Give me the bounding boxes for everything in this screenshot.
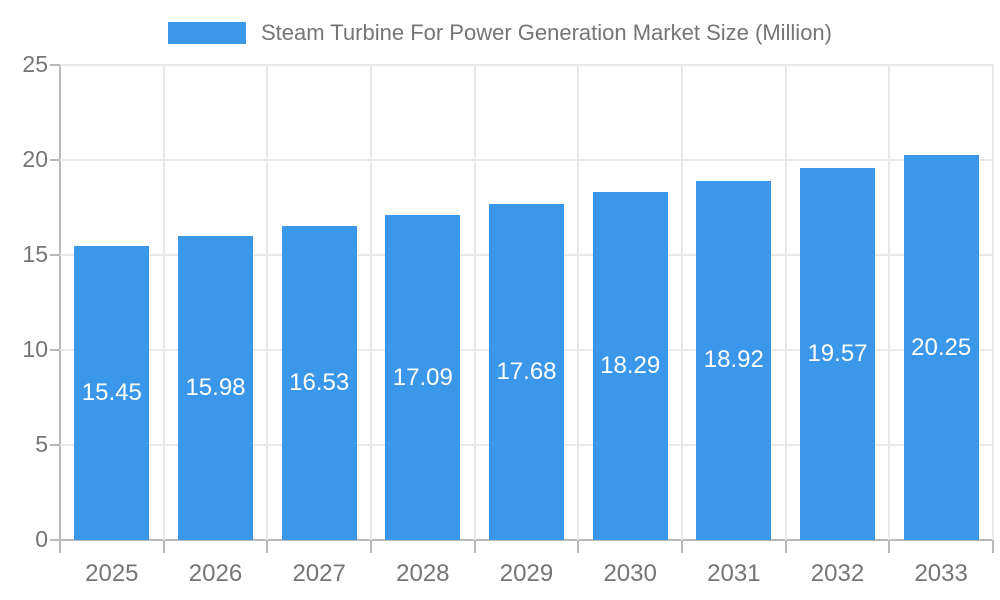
y-axis-line	[59, 65, 61, 540]
legend[interactable]: Steam Turbine For Power Generation Marke…	[0, 14, 1000, 52]
x-tick-3	[370, 540, 372, 553]
x-axis-label-2033: 2033	[914, 560, 968, 587]
gridline-y-25	[60, 64, 993, 66]
x-axis-label-2031: 2031	[707, 560, 761, 587]
x-axis-label-2030: 2030	[603, 560, 657, 587]
x-axis-label-2025: 2025	[85, 560, 139, 587]
chart-title: Steam Turbine For Power Generation Marke…	[261, 20, 832, 45]
gridline-x-3	[370, 65, 372, 540]
y-tick-5	[50, 444, 60, 446]
y-tick-25	[50, 64, 60, 66]
bar-2033[interactable]	[903, 155, 979, 540]
bar-2030[interactable]	[592, 192, 668, 540]
plot-area: 15.45 15.98 16.53 17.09 17.68 18.29 18.92 19.57…	[60, 64, 994, 540]
y-tick-10	[50, 349, 60, 351]
gridline-x-9	[992, 65, 994, 540]
gridline-x-8	[888, 65, 891, 540]
gridline-x-6	[681, 65, 683, 540]
x-tick-6	[681, 540, 683, 553]
bar-2029[interactable]	[489, 204, 564, 540]
x-tick-1	[162, 540, 165, 553]
gridline-x-4	[473, 65, 476, 540]
x-tick-2	[266, 540, 269, 553]
x-tick-5	[577, 540, 580, 553]
x-axis-line	[50, 539, 993, 541]
bar-2028[interactable]	[385, 215, 461, 540]
y-tick-0	[50, 539, 60, 541]
x-tick-7	[784, 540, 787, 553]
x-axis-label-2029: 2029	[499, 560, 554, 587]
gridline-x-7	[784, 65, 787, 540]
gridline-x-2	[266, 65, 269, 540]
gridline-y-20	[60, 159, 993, 161]
y-tick-15	[50, 254, 60, 256]
x-tick-0	[59, 540, 61, 553]
bar-2026[interactable]	[178, 236, 253, 540]
legend-swatch[interactable]	[168, 22, 246, 44]
x-axis-label-2032: 2032	[810, 560, 865, 587]
y-tick-20	[50, 159, 60, 161]
bar-2025[interactable]	[74, 246, 150, 540]
x-tick-9	[992, 540, 994, 553]
x-axis-label-2027: 2027	[292, 560, 346, 587]
x-axis-label-2028: 2028	[396, 560, 450, 587]
gridline-x-5	[577, 65, 580, 540]
x-tick-8	[888, 540, 891, 553]
bar-2031[interactable]	[696, 180, 772, 540]
x-axis-label-2026: 2026	[188, 560, 243, 587]
bar-2027[interactable]	[281, 225, 357, 540]
gridline-x-1	[162, 65, 165, 540]
x-tick-4	[473, 540, 476, 553]
bar-2032[interactable]	[800, 168, 875, 540]
